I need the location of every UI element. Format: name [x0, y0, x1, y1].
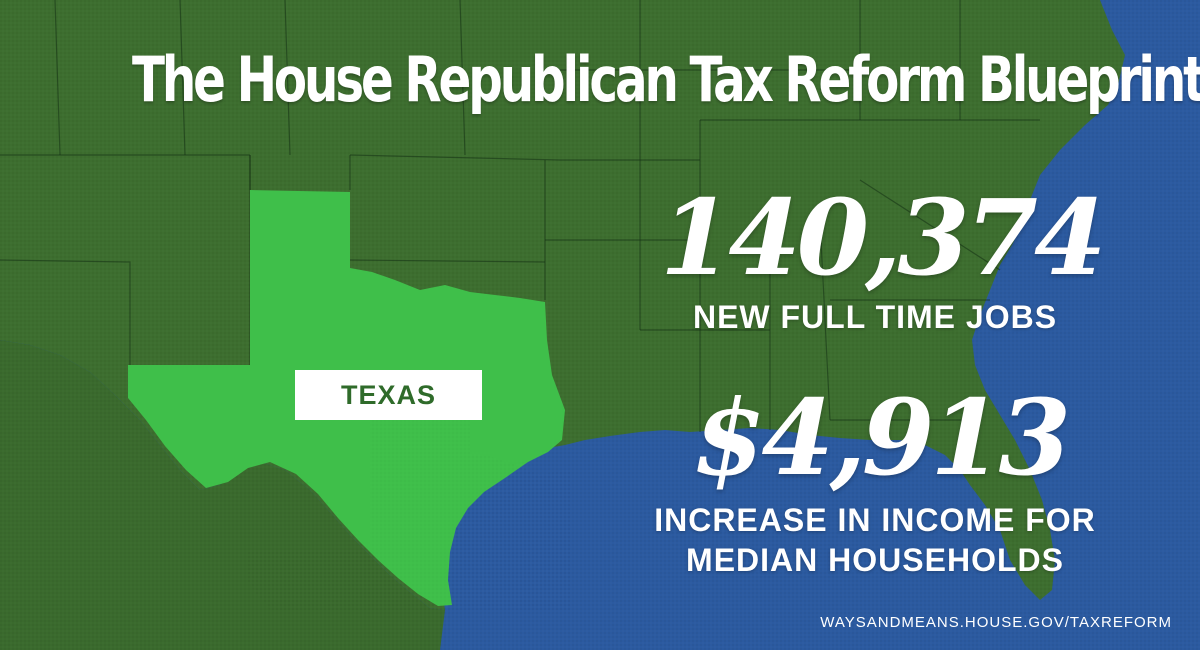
income-stat-label-line1: INCREASE IN INCOME FOR [654, 502, 1096, 538]
page-title: The House Republican Tax Reform Blueprin… [132, 43, 1200, 116]
income-stat-label-line2: MEDIAN HOUSEHOLDS [686, 542, 1064, 578]
jobs-stat-value: 140,374 [660, 176, 1106, 299]
income-stat-value: $4,913 [692, 376, 1071, 499]
jobs-stat-label: NEW FULL TIME JOBS [692, 299, 1058, 335]
income-stat-label: INCREASE IN INCOME FOR MEDIAN HOUSEHOLDS [610, 500, 1140, 580]
state-label: TEXAS [295, 370, 482, 420]
footer-url: WAYSANDMEANS.HOUSE.GOV/TAXREFORM [820, 614, 1172, 631]
